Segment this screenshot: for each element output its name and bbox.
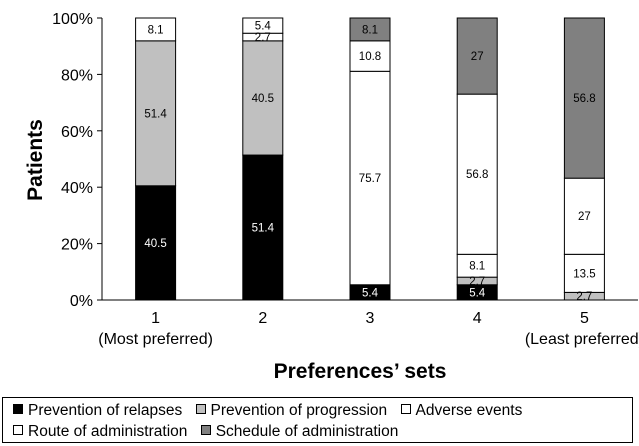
bar-segment	[563, 253, 605, 293]
legend-label: Adverse events	[415, 402, 523, 419]
bar-segment	[242, 17, 284, 34]
legend-swatch-adverse-events	[400, 404, 411, 414]
data-label: 40.5	[144, 238, 166, 250]
y-tick-label: 100%	[52, 11, 93, 28]
data-label: 51.4	[252, 223, 275, 235]
y-tick-label: 60%	[61, 124, 93, 141]
data-label: 56.8	[573, 93, 595, 105]
legend-swatch-progression	[195, 404, 206, 414]
data-labels: 40.551.48.151.440.52.75.45.475.710.88.15…	[144, 21, 595, 304]
data-label: 51.4	[144, 108, 167, 120]
legend-item-prevention-of-progression: Prevention of progression	[195, 400, 388, 421]
y-tick-label: 40%	[61, 180, 93, 197]
bars	[135, 17, 605, 301]
data-label: 13.5	[573, 268, 595, 280]
y-tick-label: 20%	[61, 237, 93, 254]
data-label: 8.1	[362, 24, 378, 36]
legend-row-2: Route of administration Schedule of admi…	[13, 421, 632, 442]
x-tick-sublabel: (Least preferred)	[525, 331, 639, 348]
legend-item-prevention-of-relapses: Prevention of relapses	[13, 400, 182, 421]
x-tick-label: 3	[366, 310, 375, 327]
bar-segment	[349, 70, 391, 286]
data-label: 27	[471, 51, 484, 63]
data-label: 5.4	[362, 287, 379, 299]
legend: Prevention of relapses Prevention of pro…	[2, 397, 633, 443]
data-label: 10.8	[359, 51, 381, 63]
legend-row-1: Prevention of relapses Prevention of pro…	[13, 400, 632, 421]
bar-segment	[349, 17, 391, 42]
data-label: 56.8	[466, 169, 488, 181]
data-label: 75.7	[359, 173, 381, 185]
legend-swatch-relapses	[13, 404, 23, 414]
bar-segment	[563, 17, 605, 179]
data-label: 2.7	[469, 276, 485, 288]
x-tick-label: 1	[151, 310, 160, 327]
legend-label: Prevention of progression	[210, 402, 388, 419]
legend-swatch-schedule	[200, 425, 211, 435]
data-label: 8.1	[148, 24, 164, 36]
bar-segment	[456, 93, 498, 255]
data-label: 5.4	[255, 21, 272, 33]
data-label: 2.7	[576, 291, 592, 303]
stacked-bar-chart: 0% 20% 40% 60% 80% 100% 1 (Most preferred) 2 3 4 5 (…	[24, 11, 639, 383]
data-label: 2.7	[255, 32, 271, 44]
bar-segment	[135, 185, 177, 301]
legend-item-adverse-events: Adverse events	[400, 400, 523, 421]
x-tick-sublabel: (Most preferred)	[98, 331, 213, 348]
legend-label: Schedule of administration	[215, 423, 399, 440]
x-tick-label: 5	[580, 310, 589, 327]
bar-segment	[242, 40, 284, 156]
bar-segment	[135, 17, 177, 42]
y-tick-label: 0%	[70, 293, 93, 310]
y-tick-label: 80%	[61, 67, 93, 84]
bar-segment	[349, 40, 391, 72]
bar-segment	[242, 154, 284, 301]
data-label: 40.5	[252, 93, 274, 105]
legend-item-route-of-administration: Route of administration	[13, 421, 187, 442]
data-label: 27	[578, 211, 591, 223]
legend-label: Route of administration	[28, 423, 188, 440]
x-axis-title: Preferences’ sets	[274, 360, 447, 383]
x-tick-label: 2	[258, 310, 267, 327]
data-label: 8.1	[469, 261, 485, 273]
bar-segment	[456, 17, 498, 95]
legend-item-schedule-of-administration: Schedule of administration	[200, 421, 399, 442]
legend-swatch-route	[13, 425, 23, 435]
y-axis-title: Patients	[24, 119, 47, 201]
legend-label: Prevention of relapses	[28, 402, 183, 419]
data-label: 5.4	[469, 287, 486, 299]
x-tick-label: 4	[473, 310, 482, 327]
bar-segment	[135, 40, 177, 187]
